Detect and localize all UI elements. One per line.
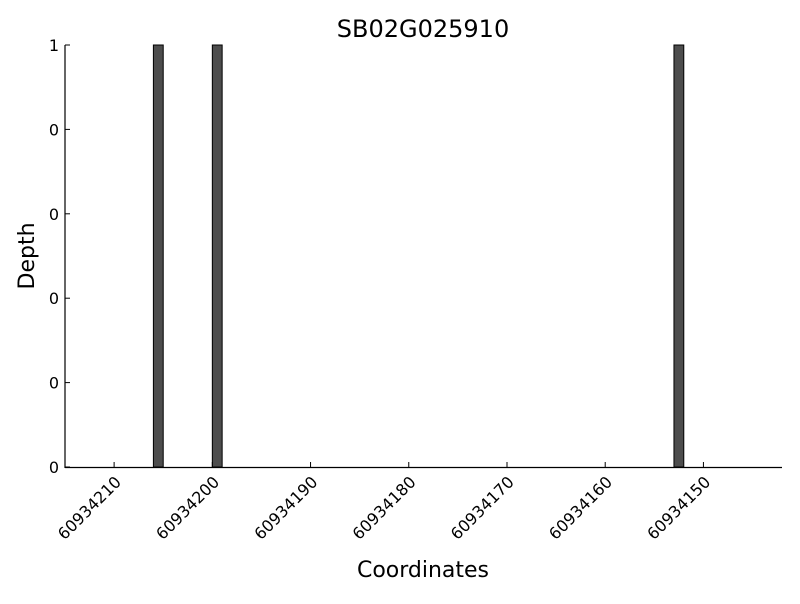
x-tick-label: 60934150: [643, 472, 714, 543]
x-tick-label: 60934160: [545, 472, 616, 543]
bar: [211, 44, 223, 468]
chart-title: SB02G025910: [337, 15, 509, 43]
bar: [152, 44, 164, 468]
y-tick-label: 0: [49, 289, 59, 308]
x-tick-label: 60934190: [250, 472, 321, 543]
x-tick-label: 60934180: [349, 472, 420, 543]
bar: [673, 44, 685, 468]
x-tick-label: 60934170: [447, 472, 518, 543]
y-tick-label: 0: [49, 458, 59, 477]
x-tick-label: 60934210: [54, 472, 125, 543]
y-tick-label: 0: [49, 374, 59, 393]
y-tick-label: 1: [49, 36, 59, 55]
y-axis-label: Depth: [15, 222, 40, 289]
x-axis-label: Coordinates: [357, 558, 489, 583]
y-tick-label: 0: [49, 120, 59, 139]
y-tick-label: 0: [49, 205, 59, 224]
x-tick-label: 60934200: [152, 472, 223, 543]
